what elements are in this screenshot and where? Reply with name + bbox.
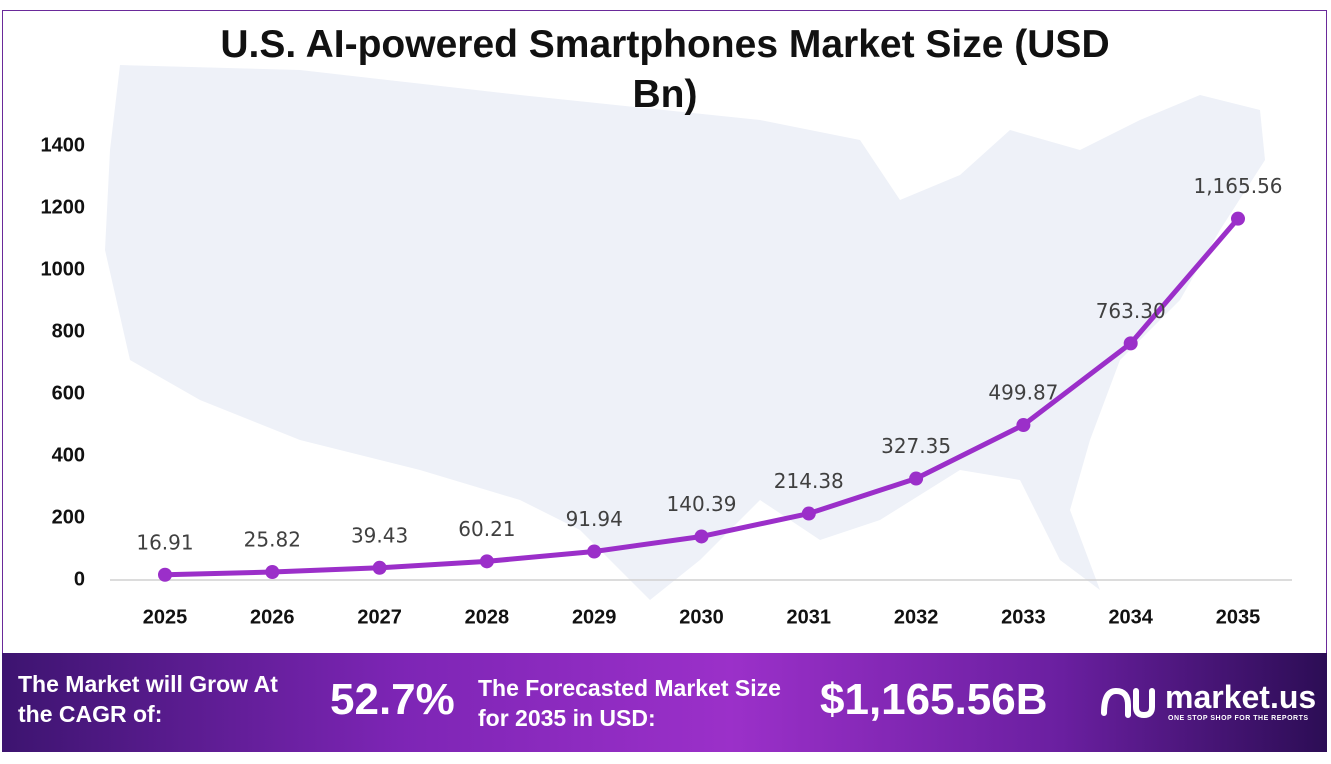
x-tick-label: 2027 — [357, 606, 402, 628]
point — [587, 544, 602, 559]
data-label: 39.43 — [351, 523, 408, 547]
forecast-value: $1,165.56B — [820, 675, 1048, 724]
point — [1123, 336, 1138, 351]
y-tick-label: 200 — [52, 506, 85, 528]
point — [372, 560, 387, 575]
x-tick-label: 2034 — [1108, 606, 1153, 628]
data-label: 214.38 — [774, 469, 844, 493]
brand-logo — [1101, 687, 1155, 719]
point — [479, 554, 494, 569]
data-label: 91.94 — [566, 507, 623, 531]
y-tick-label: 600 — [52, 382, 85, 404]
brand-name: market.us — [1165, 679, 1317, 715]
data-label: 763.30 — [1096, 299, 1166, 323]
y-tick-label: 1200 — [41, 196, 86, 218]
x-tick-label: 2030 — [679, 606, 724, 628]
brand-tagline: ONE STOP SHOP FOR THE REPORTS — [1168, 715, 1309, 722]
y-tick-label: 0 — [74, 568, 85, 590]
y-tick-label: 1000 — [41, 258, 86, 280]
x-tick-label: 2033 — [1001, 606, 1046, 628]
y-tick-label: 400 — [52, 444, 85, 466]
point — [694, 529, 709, 544]
point — [158, 567, 172, 582]
x-tick-label: 2031 — [787, 606, 832, 628]
point — [1231, 211, 1245, 226]
data-label: 1,165.56 — [1193, 174, 1282, 198]
data-label: 327.35 — [881, 434, 951, 458]
forecast-text: The Forecasted Market Size for 2035 in U… — [478, 675, 781, 731]
x-tick-label: 2029 — [572, 606, 617, 628]
x-tick-label: 2032 — [894, 606, 939, 628]
map-background — [105, 65, 1265, 600]
data-label: 16.91 — [136, 530, 193, 554]
x-tick-label: 2025 — [143, 606, 188, 628]
data-label: 499.87 — [988, 381, 1058, 405]
y-tick-label: 1400 — [41, 134, 86, 156]
point — [909, 471, 924, 486]
x-tick-label: 2035 — [1216, 606, 1261, 628]
data-label: 60.21 — [458, 517, 515, 541]
cagr-text: The Market will Grow At the CAGR of: — [18, 671, 278, 727]
point — [801, 506, 816, 521]
point — [1016, 418, 1031, 433]
chart: 0 200 400 600 800 1000 1200 1400 2025 2026 2027 202… — [41, 65, 1292, 628]
data-label: 140.39 — [667, 492, 737, 516]
footer-banner: The Market will Grow At the CAGR of: 52.… — [2, 653, 1327, 752]
x-tick-label: 2028 — [465, 606, 510, 628]
chart-title: U.S. AI-powered Smartphones Market Size … — [220, 23, 1110, 116]
point — [265, 564, 280, 579]
cagr-value: 52.7% — [330, 675, 455, 724]
x-tick-label: 2026 — [250, 606, 295, 628]
data-label: 25.82 — [244, 527, 301, 551]
y-tick-label: 800 — [52, 320, 85, 342]
